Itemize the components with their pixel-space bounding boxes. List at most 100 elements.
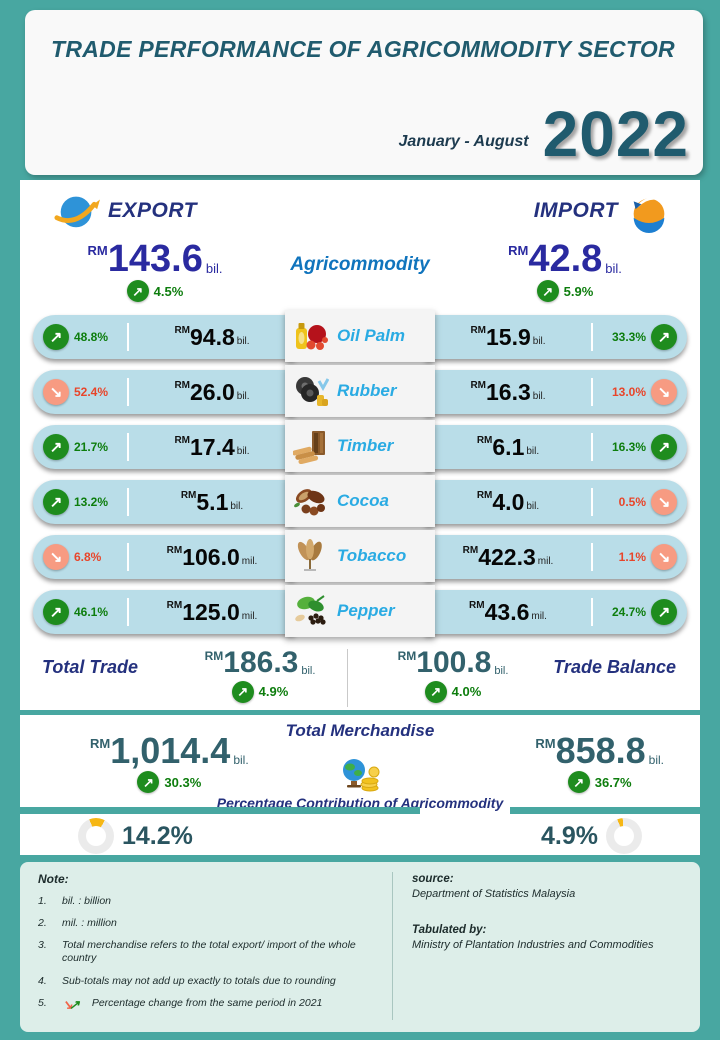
import-change: 13.0% [611,385,646,399]
unit-label: bil. [230,501,244,513]
source-column: source: Department of Statistics Malaysi… [412,872,692,952]
note-heading: Note: [38,872,69,886]
currency-label: RM [204,649,224,663]
merchandise-import-stat: RM 858.8 bil. 36.7% [535,733,664,793]
export-pill: 46.1% RM 125.0 mil. [33,590,295,634]
commodity-row-pepper: 46.1% RM 125.0 mil. [20,585,700,637]
divider [127,543,129,571]
merchandise-panel: Total Merchandise RM 1,014.4 bil. 30.3% … [20,715,700,855]
trade-header: EXPORT IMPORT [20,180,700,236]
value: 43.6 [484,598,530,625]
commodity-row-tobacco: 6.8% RM 106.0 mil. [20,530,700,582]
commodity-row-rubber: 52.4% RM 26.0 bil. [20,365,700,417]
export-donut-chart [78,818,114,854]
export-total-change: 4.5% [153,283,184,299]
trend-arrow-icon [424,680,447,703]
unit-label: bil. [526,446,540,458]
divider [510,807,700,814]
import-header: IMPORT [534,188,672,234]
import-change: 0.5% [618,495,646,509]
tobacco-icon [293,538,329,574]
export-value: RM 17.4 bil. [129,431,295,463]
rubber-icon [293,373,330,409]
trade-balance-value: 100.8 [416,646,492,679]
notes-column: Note: 1. bil. : billion 2. mil. : millio… [38,872,383,1013]
commodity-name: Timber [337,436,394,455]
cocoa-icon [293,483,329,519]
trade-balance-stat: RM 100.8 bil. 4.0% [368,647,538,703]
unit-label: mil. [241,556,258,568]
export-pill: 13.2% RM 5.1 bil. [33,480,295,524]
divider [127,323,129,351]
import-total: RM 42.8 bil. 5.9% [460,240,670,302]
commodity-card: Cocoa [285,475,435,527]
currency-label: RM [476,434,493,446]
trend-arrow-icon [43,599,69,625]
merchandise-import-value: 858.8 [555,730,646,771]
source-heading: source: [412,873,454,885]
export-value: RM 94.8 bil. [129,321,295,353]
commodity-name: Tobacco [337,546,407,565]
note-number: 5. [38,996,47,1009]
trade-balance-label: Trade Balance [553,657,676,677]
export-change: 48.8% [74,330,109,344]
trend-arrow-icon [137,771,160,793]
year-label: 2022 [542,98,689,171]
import-label: IMPORT [533,199,618,222]
merchandise-import-change: 36.7% [594,774,632,790]
currency-label: RM [397,649,417,663]
unit-label: bil. [233,753,249,767]
divider [127,378,129,406]
export-contribution: 14.2% [78,818,193,854]
note-item: 5. ↘↗ Percentage change from the same pe… [38,997,383,1013]
import-change: 33.3% [611,330,646,344]
unit-label: bil. [236,391,250,403]
export-contribution-value: 14.2% [122,821,193,850]
unit-label: bil. [205,261,223,276]
period-row: January - August 2022 [399,98,689,171]
note-number: 1. [38,895,47,907]
export-value: RM 5.1 bil. [129,486,295,518]
export-pill: 52.4% RM 26.0 bil. [33,370,295,414]
commodity-card: Pepper [285,585,435,637]
commodity-row-cocoa: 13.2% RM 5.1 bil. [20,475,700,527]
currency-label: RM [87,243,108,258]
source-text: Department of Statistics Malaysia [412,887,576,900]
divider [591,598,593,626]
import-pill: RM 15.9 bil. 33.3% [425,315,687,359]
import-pill: RM 4.0 bil. 0.5% [425,480,687,524]
currency-label: RM [476,489,493,501]
currency-label: RM [180,489,197,501]
export-pill: 6.8% RM 106.0 mil. [33,535,295,579]
trend-arrow-icon [231,680,254,703]
unit-label: bil. [526,501,540,513]
import-pill: RM 16.3 bil. 13.0% [425,370,687,414]
currency-label: RM [535,736,556,751]
export-label: EXPORT [108,199,197,222]
export-header: EXPORT [54,188,197,234]
value: 94.8 [190,323,235,350]
export-change: 6.8% [74,550,102,564]
export-total-value: 143.6 [107,238,203,280]
currency-label: RM [469,599,485,611]
timber-icon [292,428,329,465]
contribution-row: 14.2% 4.9% [20,818,700,854]
note-number: 3. [38,939,47,952]
trend-arrow-icon [43,324,69,350]
note-text: mil. : million [62,917,117,930]
total-trade-stat: RM 186.3 bil. 4.9% [175,647,345,703]
import-pill: RM 43.6 mil. 24.7% [425,590,687,634]
commodity-rows: 48.8% RM 94.8 bil. [20,310,700,637]
unit-label: mil. [241,611,258,623]
divider [591,323,593,351]
value: 16.3 [486,378,531,405]
note-text: Sub-totals may not add up exactly to tot… [62,974,336,987]
export-pill: 21.7% RM 17.4 bil. [33,425,295,469]
unit-label: mil. [531,611,547,623]
page-title: TRADE PERFORMANCE OF AGRICOMMODITY SECTO… [51,36,675,62]
currency-label: RM [90,736,111,751]
commodity-card: Timber [285,420,435,472]
trend-arrow-icon [651,379,677,405]
commodity-name: Cocoa [337,491,389,510]
export-value: RM 106.0 mil. [129,541,295,573]
